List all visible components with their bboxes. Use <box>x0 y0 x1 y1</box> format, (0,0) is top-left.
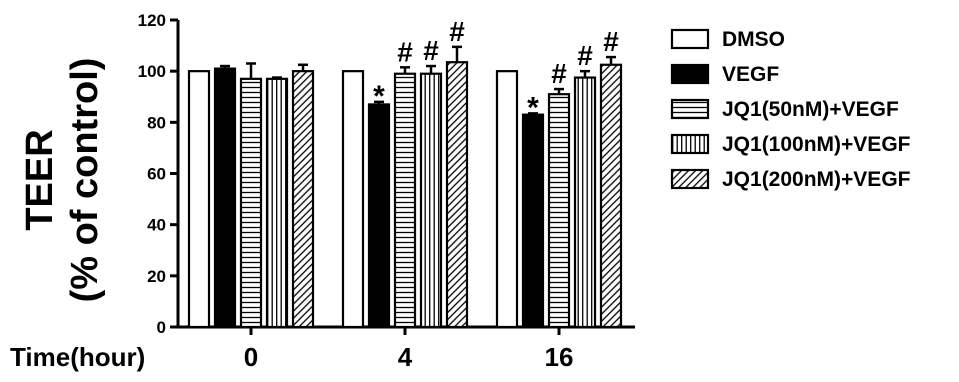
y-axis-label-line1: TEER <box>19 129 61 230</box>
legend-swatch <box>670 63 710 85</box>
y-tick-label: 80 <box>147 113 166 132</box>
significance-star: * <box>373 80 385 113</box>
significance-hash: # <box>577 40 593 71</box>
x-tick-label: 16 <box>545 342 574 372</box>
x-tick-label: 4 <box>398 342 413 372</box>
bar <box>495 70 519 329</box>
y-tick-label: 0 <box>157 318 166 337</box>
legend-label: JQ1(100nM)+VEGF <box>722 133 911 156</box>
bar <box>445 61 469 329</box>
significance-hash: # <box>551 58 567 89</box>
significance-hash: # <box>397 36 413 67</box>
bar <box>419 72 443 329</box>
bar <box>521 113 545 329</box>
y-axis-label: TEER (% of control) <box>19 58 106 303</box>
bar <box>265 77 289 329</box>
legend-label: DMSO <box>722 28 785 51</box>
bar <box>547 93 571 329</box>
legend-label: VEGF <box>722 63 779 86</box>
y-tick-label: 60 <box>147 165 166 184</box>
bar <box>187 70 211 329</box>
bar <box>599 63 623 329</box>
y-tick-label: 100 <box>138 62 166 81</box>
y-tick-label: 20 <box>147 267 166 286</box>
bar <box>341 70 365 329</box>
bar <box>291 70 315 329</box>
x-tick-label: 0 <box>244 342 258 372</box>
significance-hash: # <box>603 26 619 57</box>
y-tick-label: 120 <box>138 11 166 30</box>
significance-hash: # <box>423 35 439 66</box>
legend: DMSO VEGF JQ1(50nM)+VEGF JQ1(100nM)+VEGF JQ1… <box>670 28 911 191</box>
bar <box>213 67 237 329</box>
x-axis-label: Time(hour) <box>10 342 145 372</box>
bar <box>393 72 417 329</box>
legend-swatch <box>670 98 710 120</box>
legend-label: JQ1(50nM)+VEGF <box>722 98 899 121</box>
bar <box>239 77 263 329</box>
legend-swatch <box>670 168 710 190</box>
bars: * # # # * # # # <box>187 16 623 329</box>
bar <box>573 76 597 329</box>
legend-swatch <box>670 133 710 155</box>
y-tick-label: 40 <box>147 216 166 235</box>
significance-star: * <box>527 91 539 124</box>
legend-label: JQ1(200nM)+VEGF <box>722 168 911 191</box>
y-axis-label-line2: (% of control) <box>64 58 106 303</box>
bar <box>367 103 391 329</box>
significance-hash: # <box>449 16 465 47</box>
legend-swatch <box>670 28 710 50</box>
